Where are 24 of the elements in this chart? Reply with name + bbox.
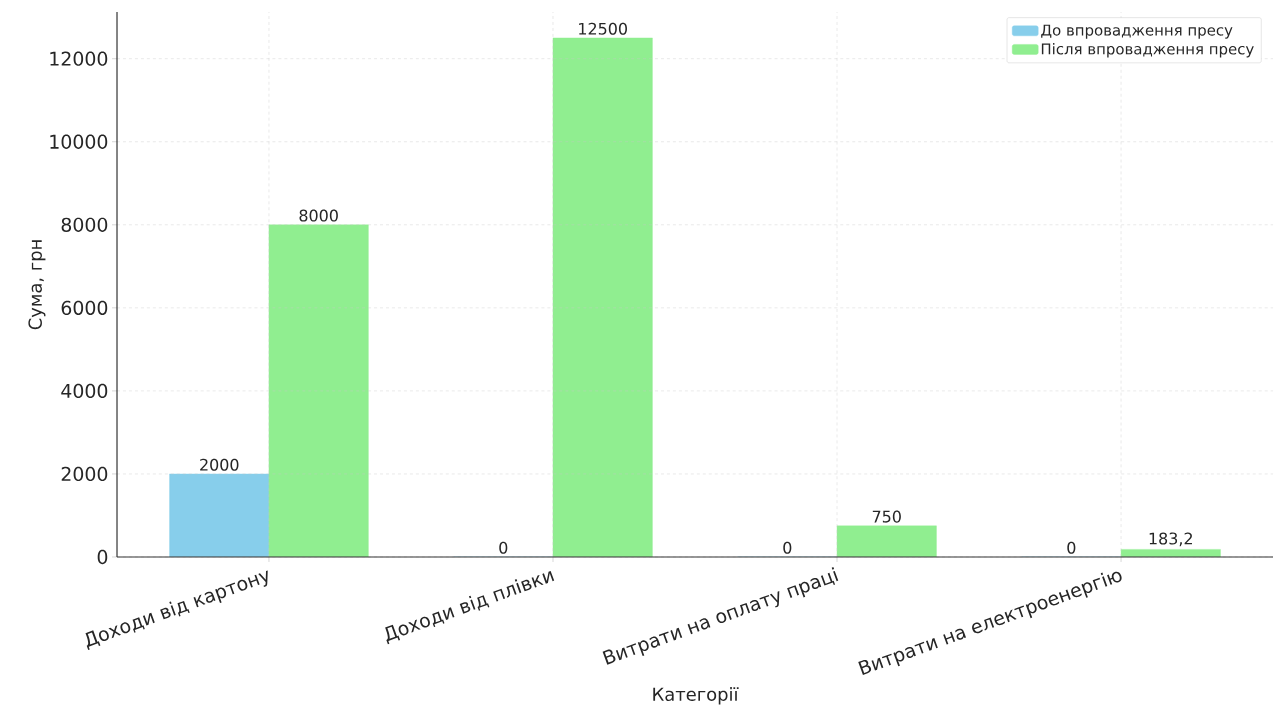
data-label: 12500 [579,22,627,35]
y-tick-label: 0 [97,549,108,565]
y-axis-title: Сума, грн [28,240,46,330]
data-label: 0 [783,541,792,554]
x-axis-title: Категорії [653,687,739,705]
data-label: 8000 [299,209,338,222]
bar [552,37,653,557]
y-tick-label: 4000 [61,383,108,399]
legend-label: До впровадження пресу [1041,24,1233,39]
legend-label: Після впровадження пресу [1041,43,1254,58]
data-label: 2000 [200,458,239,471]
y-tick-label: 2000 [61,466,108,482]
data-label: 750 [872,510,901,523]
data-label: 0 [1067,541,1076,554]
y-tick-label: 10000 [50,134,108,149]
bar [268,224,369,557]
y-tick-label: 12000 [50,51,108,66]
data-label: 0 [499,541,508,554]
y-tick-label: 8000 [61,217,108,232]
bar [169,473,270,557]
y-tick-label: 6000 [61,300,108,315]
bar [1120,549,1221,557]
bar [836,525,937,557]
data-label: 183,2 [1149,532,1192,547]
